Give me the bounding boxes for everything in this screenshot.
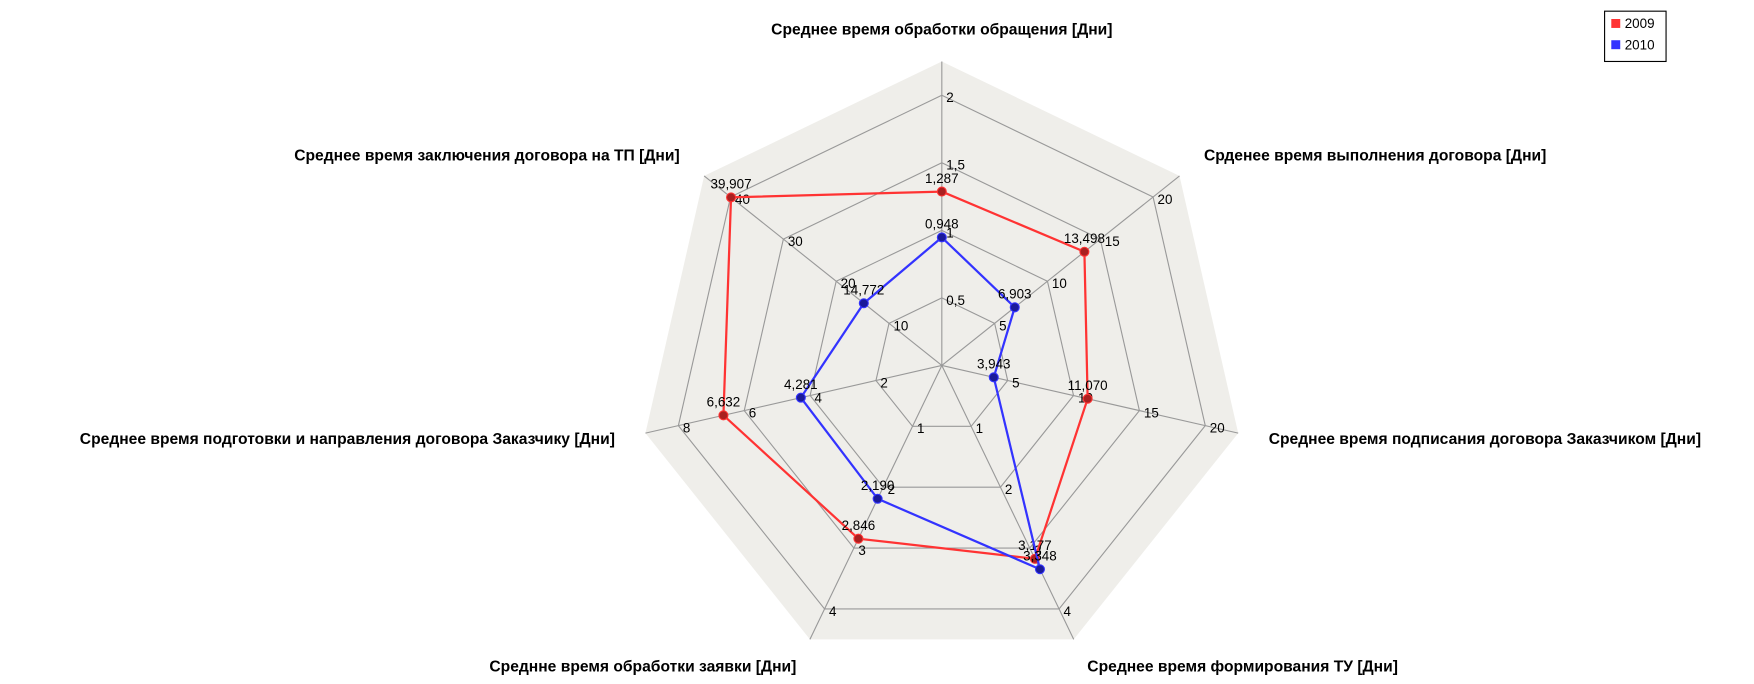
tick-label: 4 [829,604,837,619]
tick-label: 2 [946,90,953,105]
data-point [718,410,729,421]
legend-swatch [1611,40,1621,50]
axis-spoke [703,175,943,366]
tick-label: 1 [946,225,953,240]
data-point [726,192,737,203]
data-point [936,186,947,197]
axis-label: Среднее время подготовки и направления д… [80,431,615,448]
data-point [795,392,806,403]
axis-spoke [941,175,1180,366]
data-point [853,533,864,544]
value-label: 4,281 [784,377,818,392]
series-line [799,235,1042,572]
value-label: 6,632 [707,395,741,410]
axis-label: Срденее время выполнения договора [Дни] [1204,148,1546,165]
tick-label: 3 [858,543,865,558]
tick-label: 4 [815,390,823,405]
tick-label: 2 [1005,482,1012,497]
value-label: 14,772 [843,283,884,298]
value-label: 11,070 [1068,378,1108,393]
grid-ring [875,297,1009,427]
value-label: 13,498 [1064,231,1105,246]
tick-label: 20 [1158,192,1173,207]
data-point [1082,393,1093,404]
tick-label: 1,5 [946,158,965,173]
legend-label: 2009 [1625,16,1655,31]
value-label: 39,907 [711,177,752,192]
value-label: 6,903 [998,287,1032,302]
axis-spoke [645,364,942,434]
axis-label: Среднее время формирования ТУ [Дни] [1087,659,1398,676]
tick-label: 1 [976,421,983,436]
value-label: 2,190 [861,478,895,493]
grid-ring [677,94,1206,610]
value-label: 1,287 [925,171,959,186]
tick-label: 2 [880,375,887,390]
tick-label: 15 [1144,405,1159,420]
axis-spoke [941,365,1075,640]
tick-label: 20 [1210,421,1225,436]
tick-label: 5 [999,318,1006,333]
tick-label: 15 [1105,234,1120,249]
tick-label: 1 [917,421,924,436]
tick-label: 6 [749,405,756,420]
axis-label: Среднее время заключения договора на ТП … [294,148,679,165]
axis-label: Среднее время подписания договора Заказч… [1269,431,1701,448]
tick-label: 20 [841,276,856,291]
tick-label: 40 [735,192,750,207]
value-label: 3,348 [1023,549,1057,564]
data-point [1034,564,1045,575]
axis-label: Среднее время обработки обращения [Дни] [771,21,1112,38]
data-point [1009,302,1020,313]
tick-label: 0,5 [946,293,965,308]
axis-label: Среднне время обработки заявки [Дни] [489,659,796,676]
value-label: 3,943 [977,357,1011,372]
grid-ring [809,229,1075,488]
value-label: 2,846 [842,518,876,533]
tick-label: 8 [683,421,690,436]
tick-label: 2 [888,482,895,497]
tick-label: 10 [1052,276,1067,291]
legend-swatch [1611,19,1621,28]
data-point [858,298,869,309]
data-point [936,232,947,243]
legend-label: 2010 [1625,37,1655,52]
tick-label: 10 [893,318,908,333]
data-point [988,372,999,383]
tick-label: 30 [788,234,803,249]
value-label: 0,948 [925,217,959,232]
data-point [872,493,883,504]
tick-label: 4 [1064,604,1072,619]
data-point [1079,246,1090,257]
tick-label: 5 [1012,375,1019,390]
series-line [722,190,1089,561]
